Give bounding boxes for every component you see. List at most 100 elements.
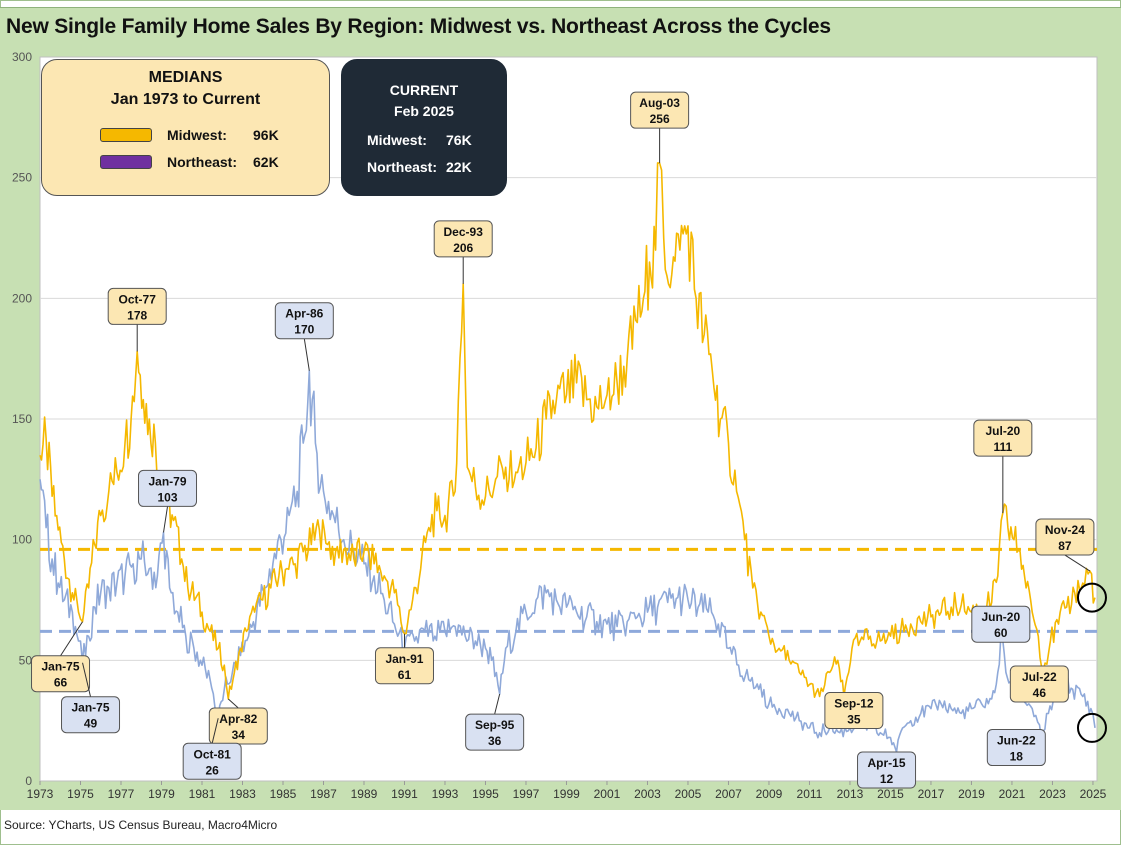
callout-box	[1035, 518, 1095, 556]
callout-leader	[211, 718, 219, 744]
x-tick-label: 2021	[999, 787, 1026, 801]
x-tick-label: 1985	[270, 787, 297, 801]
callout-date: Aug-03	[639, 96, 680, 110]
callout-box	[465, 713, 525, 751]
title-bar: New Single Family Home Sales By Region: …	[0, 7, 1121, 45]
x-tick-label: 1997	[513, 787, 540, 801]
current-box: CURRENT Feb 2025 Midwest: 76K Northeast:…	[341, 59, 507, 196]
medians-northeast-value: 62K	[253, 154, 279, 170]
x-tick-label: 1995	[472, 787, 499, 801]
x-tick-label: 1993	[432, 787, 459, 801]
callout-box	[274, 302, 334, 340]
current-northeast-label: Northeast:	[367, 159, 438, 175]
current-northeast-value: 22K	[446, 159, 472, 175]
callout-box	[182, 742, 242, 780]
medians-subheading: Jan 1973 to Current	[110, 91, 261, 108]
callout-date: Sep-12	[834, 697, 874, 711]
y-tick-label: 150	[12, 412, 32, 426]
callout-leader	[227, 698, 239, 709]
current-midwest-label: Midwest:	[367, 132, 427, 148]
callout-value: 60	[994, 626, 1008, 640]
x-tick-label: 2001	[594, 787, 621, 801]
x-tick-label: 1989	[351, 787, 378, 801]
callout-leader	[163, 506, 169, 533]
callout-box	[986, 729, 1046, 767]
callout-value: 26	[206, 763, 220, 777]
callout-value: 12	[880, 772, 894, 786]
northeast-swatch	[100, 155, 152, 169]
callout-box	[374, 647, 434, 685]
callout-value: 46	[1033, 686, 1047, 700]
callout-box	[857, 751, 917, 789]
y-tick-label: 300	[12, 50, 32, 64]
callout-box	[107, 287, 167, 325]
callout-box	[824, 692, 884, 730]
callout-box	[630, 91, 690, 129]
x-tick-label: 1975	[67, 787, 94, 801]
x-tick-label: 2015	[877, 787, 904, 801]
y-tick-label: 50	[19, 653, 33, 667]
medians-box: MEDIANS Jan 1973 to Current Midwest: 96K…	[41, 59, 330, 196]
source-note: Source: YCharts, US Census Bureau, Macro…	[4, 818, 278, 832]
callout-box	[61, 696, 121, 734]
x-tick-label: 2007	[715, 787, 742, 801]
callout-date: Apr-82	[219, 712, 257, 726]
callout-value: 178	[127, 308, 147, 322]
callout-box	[433, 220, 493, 258]
x-tick-label: 1979	[148, 787, 175, 801]
x-tick-label: 2017	[918, 787, 945, 801]
callout-date: Apr-15	[868, 756, 906, 770]
callout-value: 206	[453, 241, 473, 255]
northeast-current-circle	[1076, 712, 1107, 743]
x-tick-label: 1977	[108, 787, 135, 801]
callout-date: Jul-20	[985, 424, 1020, 438]
medians-northeast-label: Northeast:	[167, 154, 238, 170]
x-tick-label: 2011	[797, 787, 823, 801]
current-heading: CURRENT	[389, 82, 459, 98]
chart-title: New Single Family Home Sales By Region: …	[6, 15, 831, 38]
callout-value: 35	[847, 713, 861, 727]
y-tick-label: 250	[12, 171, 32, 185]
callout-value: 18	[1010, 750, 1024, 764]
callout-box	[973, 419, 1033, 457]
callout-leader	[1064, 554, 1091, 572]
x-tick-label: 1981	[189, 787, 216, 801]
callout-box	[31, 655, 91, 693]
current-midwest-value: 76K	[446, 132, 472, 148]
y-tick-label: 200	[12, 291, 32, 305]
x-tick-label: 2009	[756, 787, 783, 801]
callout-leader	[60, 621, 83, 656]
x-tick-label: 2023	[1039, 787, 1066, 801]
callout-leader	[494, 693, 501, 715]
callout-date: Dec-93	[444, 225, 484, 239]
callout-date: Apr-86	[285, 307, 323, 321]
callout-box	[1009, 665, 1069, 703]
callout-date: Jul-22	[1022, 670, 1057, 684]
midwest-current-circle	[1076, 582, 1107, 613]
callout-box	[138, 469, 198, 507]
callout-value: 87	[1058, 539, 1072, 553]
callout-date: Oct-81	[194, 747, 232, 761]
callout-date: Oct-77	[119, 292, 157, 306]
callout-leader	[303, 338, 310, 371]
callout-date: Jan-75	[72, 701, 110, 715]
x-tick-label: 1999	[553, 787, 580, 801]
chart-area: 0 50 100 150 200 250 300 1973 1975 1977 1979 1981 19…	[0, 44, 1121, 810]
medians-midwest-value: 96K	[253, 127, 279, 143]
chart-svg: 0 50 100 150 200 250 300 1973 1975 1977 1979 1981 19…	[12, 50, 1107, 801]
x-tick-label: 2013	[837, 787, 864, 801]
callout-value: 34	[232, 728, 246, 742]
northeast-series-line	[39, 369, 1096, 753]
callout-box	[971, 605, 1031, 643]
x-tick-label: 2003	[634, 787, 661, 801]
current-date: Feb 2025	[394, 103, 454, 119]
x-tick-label: 2005	[675, 787, 702, 801]
medians-midwest-label: Midwest:	[167, 127, 227, 143]
callout-date: Jun-22	[997, 734, 1036, 748]
callout-date: Jun-20	[981, 610, 1020, 624]
callout-value: 61	[398, 668, 412, 682]
callout-value: 103	[158, 490, 178, 504]
x-tick-label: 1983	[229, 787, 256, 801]
y-tick-label: 0	[25, 774, 32, 788]
x-tick-label: 1991	[391, 787, 418, 801]
